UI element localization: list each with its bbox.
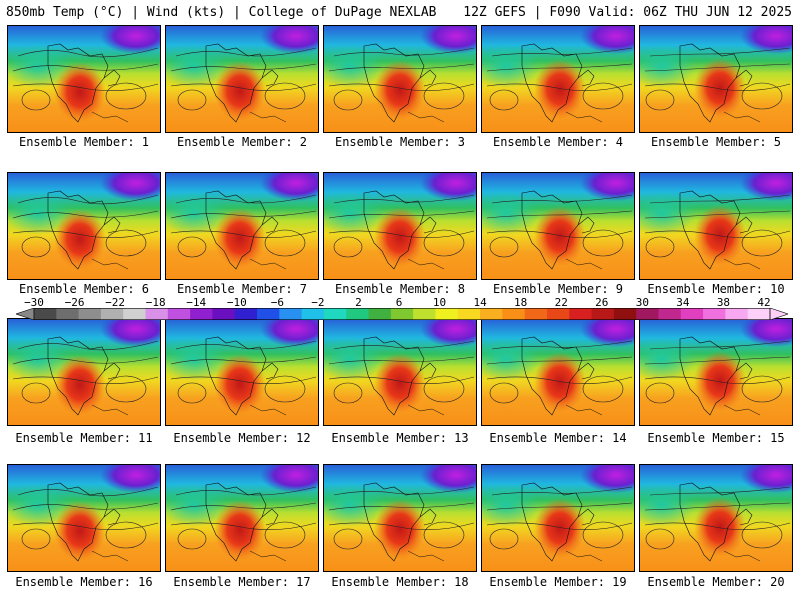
- colorbar-segment: [703, 308, 726, 320]
- ensemble-map-panel: [323, 25, 477, 133]
- ensemble-map-panel: [7, 464, 161, 572]
- ensemble-map-panel: [165, 172, 319, 280]
- colorbar-segment: [234, 308, 258, 320]
- colorbar-segment: [212, 308, 236, 320]
- colorbar-segment: [413, 308, 436, 320]
- colorbar-segment: [390, 308, 414, 320]
- colorbar-segment: [725, 308, 749, 320]
- ensemble-member-label: Ensemble Member: 20: [647, 575, 785, 589]
- ensemble-member-label: Ensemble Member: 4: [492, 135, 624, 149]
- colorbar-tick-label: 42: [757, 296, 771, 309]
- ensemble-map-panel: [323, 464, 477, 572]
- ensemble-member-label: Ensemble Member: 1: [18, 135, 150, 149]
- ensemble-map-panel: [639, 318, 793, 426]
- ensemble-map-panel: [7, 172, 161, 280]
- colorbar-segment: [747, 308, 771, 320]
- ensemble-map-panel: [481, 172, 635, 280]
- ensemble-member-label: Ensemble Member: 17: [173, 575, 311, 589]
- colorbar-segment: [658, 308, 682, 320]
- colorbar-tick-label: 14: [473, 296, 487, 309]
- colorbar-tick-label: 18: [514, 296, 528, 309]
- ensemble-map-panel: [481, 318, 635, 426]
- ensemble-member-label: Ensemble Member: 8: [334, 282, 466, 296]
- colorbar-tick-label: −10: [226, 296, 247, 309]
- ensemble-member-label: Ensemble Member: 12: [173, 431, 311, 445]
- ensemble-map-panel: [165, 464, 319, 572]
- colorbar-segment: [636, 308, 659, 320]
- ensemble-member-label: Ensemble Member: 10: [647, 282, 785, 296]
- ensemble-member-label: Ensemble Member: 7: [176, 282, 308, 296]
- colorbar-segment: [56, 308, 80, 320]
- colorbar-segment: [368, 308, 392, 320]
- colorbar: [16, 308, 788, 320]
- ensemble-map-panel: [639, 464, 793, 572]
- colorbar-segment: [279, 308, 303, 320]
- title-left: 850mb Temp (°C) | Wind (kts) | College o…: [6, 5, 437, 20]
- ensemble-map-panel: [7, 25, 161, 133]
- ensemble-map-panel: [7, 318, 161, 426]
- ensemble-member-label: Ensemble Member: 11: [15, 431, 153, 445]
- colorbar-segment: [680, 308, 704, 320]
- colorbar-segment: [613, 308, 637, 320]
- colorbar-labels: −30 −26 −22 −18 −14 −10 −6 −2 2 6 10 14 18 22 26 30 34 38…: [0, 296, 800, 309]
- ensemble-member-label: Ensemble Member: 2: [176, 135, 308, 149]
- colorbar-segment: [100, 308, 124, 320]
- ensemble-map-panel: [481, 25, 635, 133]
- colorbar-tick-label: −2: [311, 296, 325, 309]
- colorbar-tick-label: 22: [554, 296, 568, 309]
- ensemble-map-panel: [165, 318, 319, 426]
- colorbar-segment: [167, 308, 191, 320]
- ensemble-member-label: Ensemble Member: 5: [650, 135, 782, 149]
- ensemble-map-panel: [323, 172, 477, 280]
- colorbar-min-arrow: [16, 308, 35, 320]
- colorbar-tick-label: 6: [395, 296, 403, 309]
- title-right: 12Z GEFS | F090 Valid: 06Z THU JUN 12 20…: [463, 5, 792, 20]
- colorbar-tick-label: 38: [716, 296, 731, 309]
- colorbar-tick-label: −22: [105, 296, 126, 309]
- colorbar-tick-label: 26: [595, 296, 609, 309]
- colorbar-tick-label: 30: [635, 296, 649, 309]
- colorbar-segment: [435, 308, 459, 320]
- ensemble-member-label: Ensemble Member: 9: [492, 282, 624, 296]
- colorbar-segment: [591, 308, 615, 320]
- colorbar-segment: [78, 308, 102, 320]
- colorbar-segment: [190, 308, 213, 320]
- colorbar-segment: [34, 308, 57, 320]
- colorbar-segment: [346, 308, 369, 320]
- colorbar-segment: [569, 308, 592, 320]
- ensemble-member-label: Ensemble Member: 16: [15, 575, 153, 589]
- colorbar-segment: [323, 308, 347, 320]
- ensemble-map-panel: [323, 318, 477, 426]
- ensemble-member-label: Ensemble Member: 14: [489, 431, 627, 445]
- ensemble-member-label: Ensemble Member: 3: [334, 135, 466, 149]
- colorbar-segment: [457, 308, 481, 320]
- colorbar-segment: [145, 308, 169, 320]
- colorbar-segment: [301, 308, 325, 320]
- colorbar-segment: [502, 308, 526, 320]
- ensemble-member-label: Ensemble Member: 13: [331, 431, 469, 445]
- ensemble-member-label: Ensemble Member: 15: [647, 431, 785, 445]
- colorbar-tick-label: 2: [355, 296, 362, 309]
- ensemble-member-label: Ensemble Member: 19: [489, 575, 627, 589]
- ensemble-map-panel: [639, 172, 793, 280]
- ensemble-map-panel: [481, 464, 635, 572]
- colorbar-tick-label: −14: [186, 296, 207, 309]
- colorbar-segment: [257, 308, 280, 320]
- ensemble-map-panel: [639, 25, 793, 133]
- colorbar-segment: [480, 308, 503, 320]
- ensemble-member-label: Ensemble Member: 6: [18, 282, 150, 296]
- colorbar-tick-label: 10: [432, 296, 447, 309]
- ensemble-map-panel: [165, 25, 319, 133]
- colorbar-tick-label: 34: [676, 296, 690, 309]
- colorbar-segment: [524, 308, 548, 320]
- colorbar-tick-label: −6: [270, 296, 284, 309]
- colorbar-segment: [546, 308, 570, 320]
- colorbar-tick-label: −30: [24, 296, 44, 309]
- colorbar-segment: [123, 308, 146, 320]
- colorbar-tick-label: −18: [145, 296, 166, 309]
- ensemble-member-label: Ensemble Member: 18: [331, 575, 469, 589]
- colorbar-tick-label: −26: [64, 296, 85, 309]
- colorbar-max-arrow: [769, 308, 788, 320]
